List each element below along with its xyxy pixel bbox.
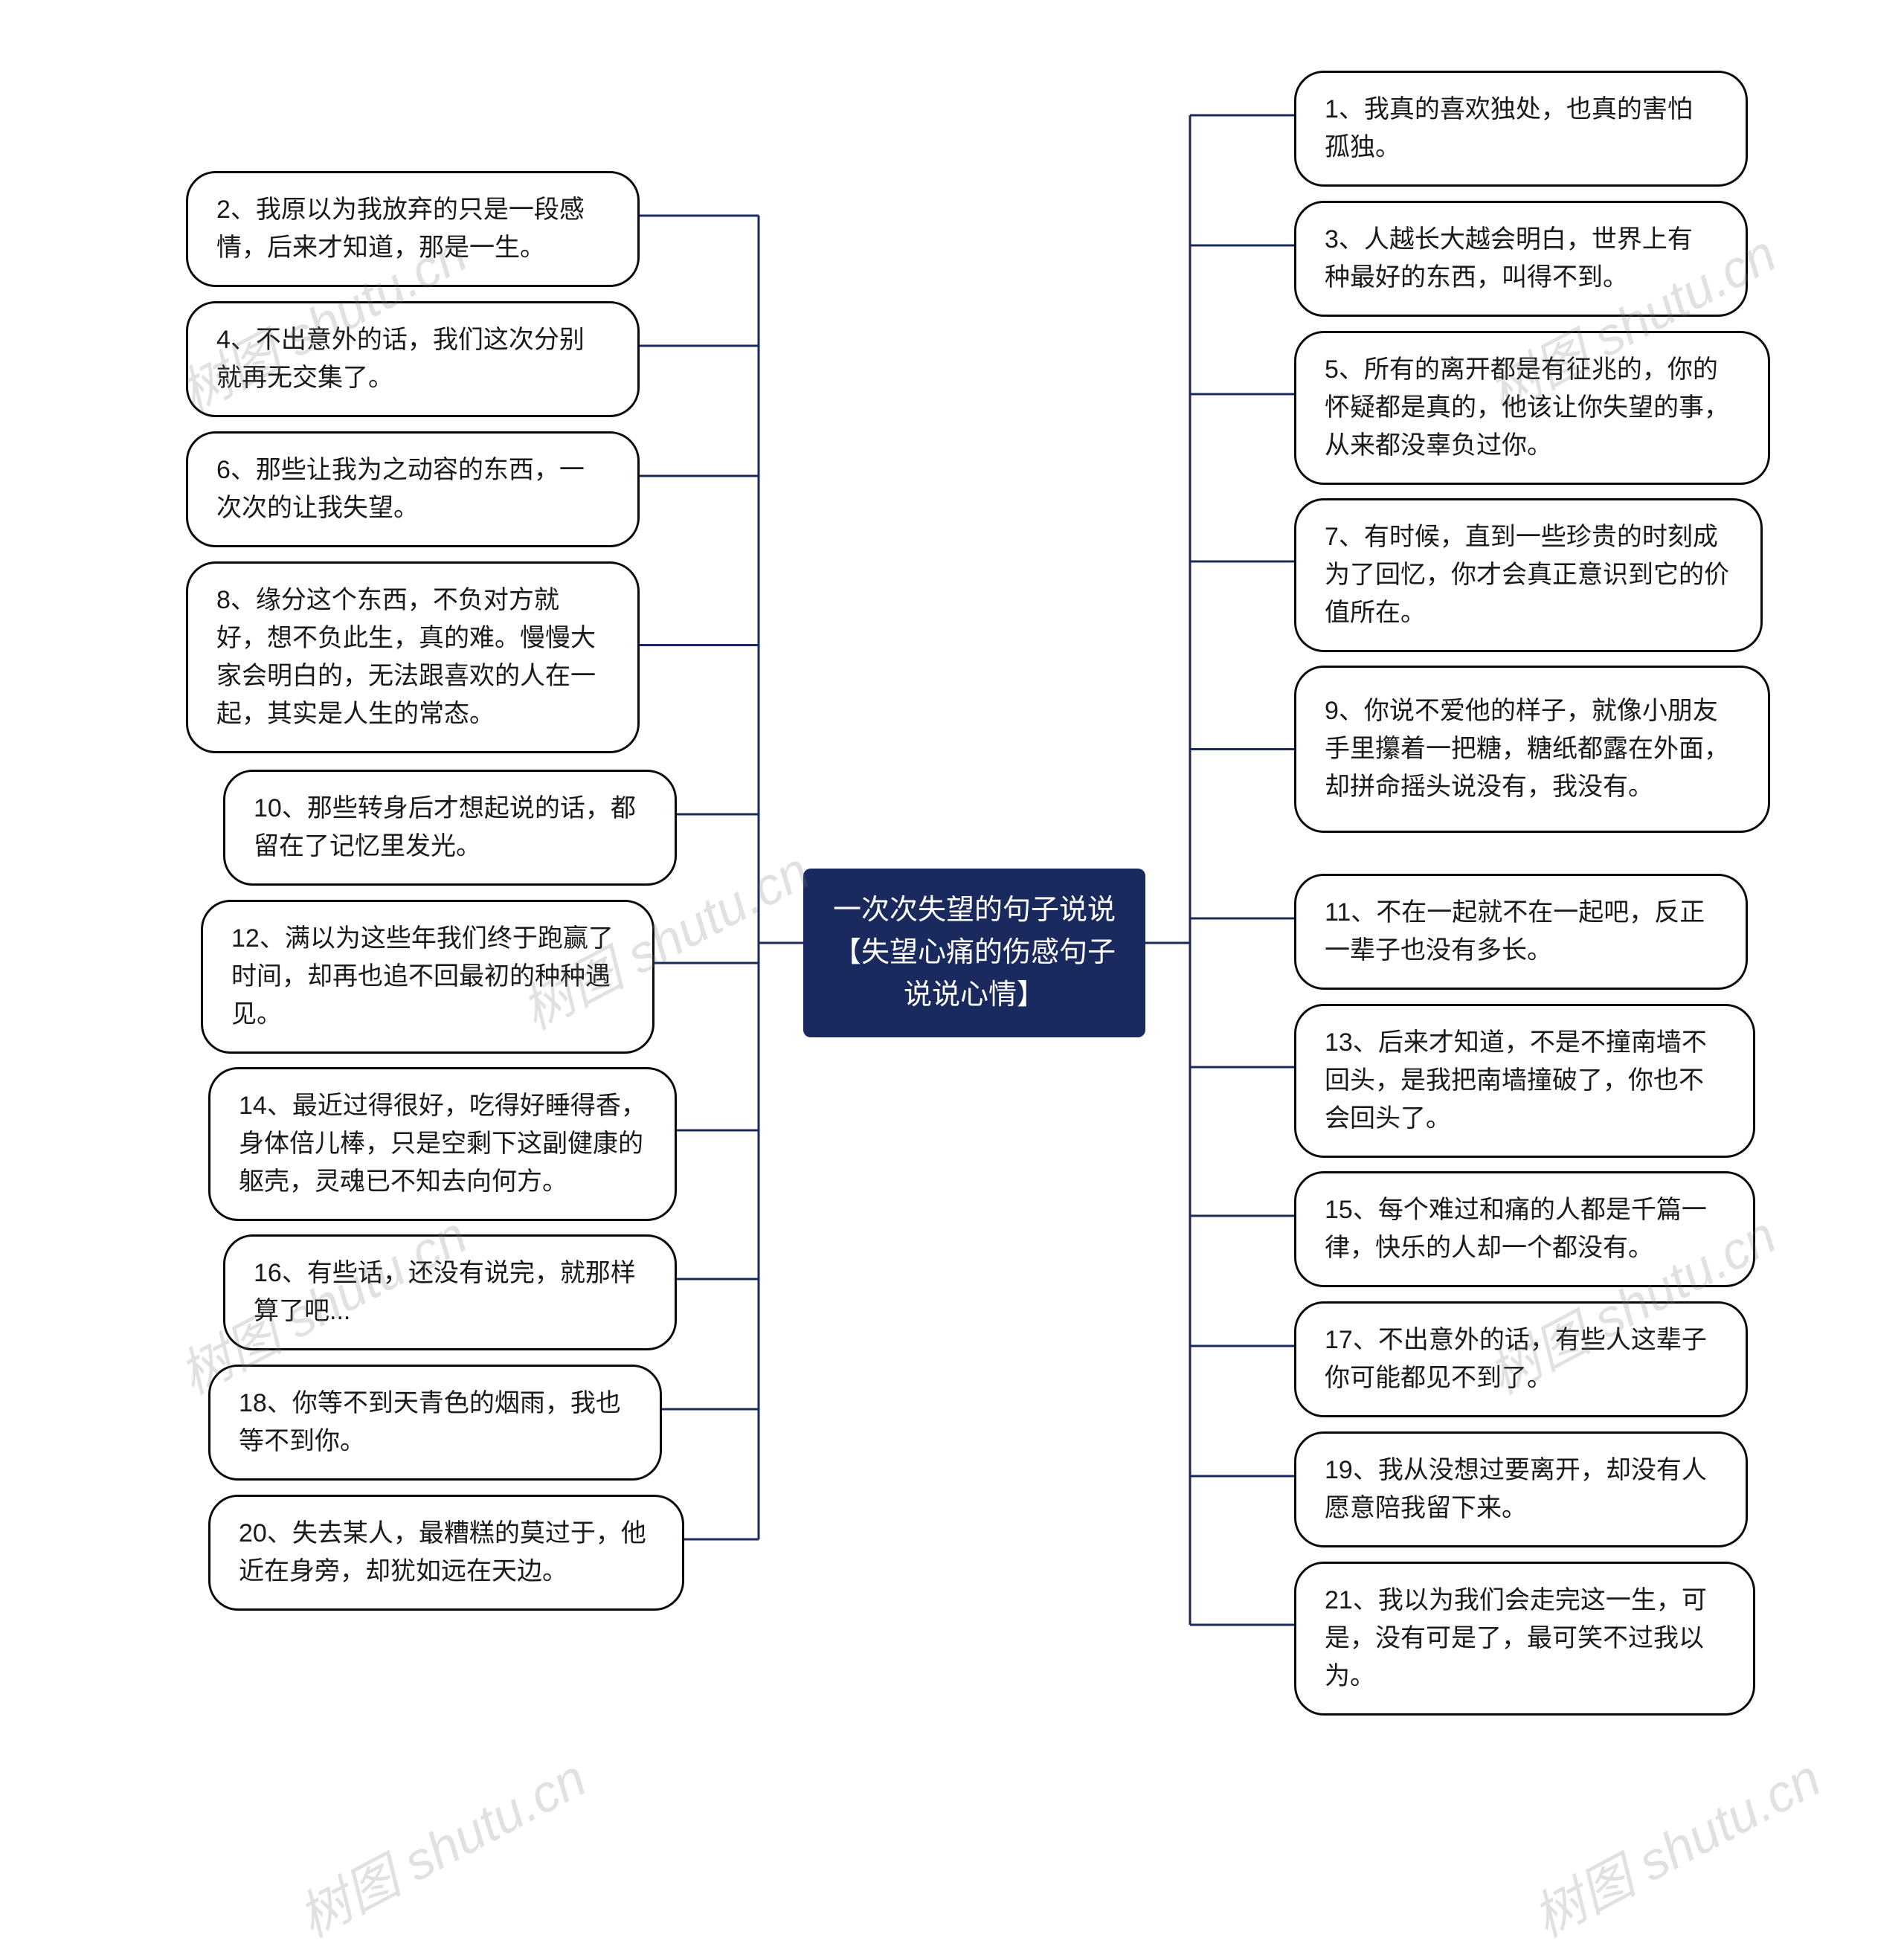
leaf-text: 6、那些让我为之动容的东西，一次次的让我失望。: [216, 451, 609, 527]
leaf-text: 18、你等不到天青色的烟雨，我也等不到你。: [239, 1385, 631, 1460]
watermark-6: 树图 shutu.cn: [1518, 1737, 1832, 1951]
right-leaf-1: 3、人越长大越会明白，世界上有种最好的东西，叫得不到。: [1294, 201, 1748, 317]
left-leaf-1: 4、不出意外的话，我们这次分别就再无交集了。: [186, 301, 640, 417]
right-leaf-4: 9、你说不爱他的样子，就像小朋友手里攥着一把糖，糖纸都露在外面，却拼命摇头说没有…: [1294, 666, 1770, 833]
center-node-text: 一次次失望的句子说说【失望心痛的伤感句子说说心情】: [827, 889, 1122, 1017]
mindmap-canvas: 一次次失望的句子说说【失望心痛的伤感句子说说心情】 2、我原以为我放弃的只是一段…: [0, 0, 1904, 1925]
right-leaf-3: 7、有时候，直到一些珍贵的时刻成为了回忆，你才会真正意识到它的价值所在。: [1294, 498, 1763, 652]
right-leaf-9: 19、我从没想过要离开，却没有人愿意陪我留下来。: [1294, 1431, 1748, 1547]
leaf-text: 10、那些转身后才想起说的话，都留在了记忆里发光。: [254, 790, 646, 866]
right-leaf-2: 5、所有的离开都是有征兆的，你的怀疑都是真的，他该让你失望的事，从来都没辜负过你…: [1294, 331, 1770, 485]
watermark-5: 树图 shutu.cn: [283, 1737, 597, 1951]
right-leaf-8: 17、不出意外的话，有些人这辈子你可能都见不到了。: [1294, 1301, 1748, 1417]
left-leaf-2: 6、那些让我为之动容的东西，一次次的让我失望。: [186, 431, 640, 547]
right-leaf-5: 11、不在一起就不在一起吧，反正一辈子也没有多长。: [1294, 874, 1748, 990]
center-node: 一次次失望的句子说说【失望心痛的伤感句子说说心情】: [803, 869, 1145, 1037]
left-leaf-4: 10、那些转身后才想起说的话，都留在了记忆里发光。: [223, 770, 677, 886]
leaf-text: 17、不出意外的话，有些人这辈子你可能都见不到了。: [1325, 1321, 1717, 1397]
left-leaf-5: 12、满以为这些年我们终于跑赢了时间，却再也追不回最初的种种遇见。: [201, 900, 654, 1054]
left-leaf-0: 2、我原以为我放弃的只是一段感情，后来才知道，那是一生。: [186, 171, 640, 287]
leaf-text: 9、你说不爱他的样子，就像小朋友手里攥着一把糖，糖纸都露在外面，却拼命摇头说没有…: [1325, 692, 1740, 806]
leaf-text: 8、缘分这个东西，不负对方就好，想不负此生，真的难。慢慢大家会明白的，无法跟喜欢…: [216, 582, 609, 733]
leaf-text: 19、我从没想过要离开，却没有人愿意陪我留下来。: [1325, 1452, 1717, 1527]
left-leaf-8: 18、你等不到天青色的烟雨，我也等不到你。: [208, 1365, 662, 1481]
left-leaf-3: 8、缘分这个东西，不负对方就好，想不负此生，真的难。慢慢大家会明白的，无法跟喜欢…: [186, 561, 640, 753]
leaf-text: 21、我以为我们会走完这一生，可是，没有可是了，最可笑不过我以为。: [1325, 1582, 1725, 1695]
right-leaf-6: 13、后来才知道，不是不撞南墙不回头，是我把南墙撞破了，你也不会回头了。: [1294, 1004, 1755, 1158]
leaf-text: 1、我真的喜欢独处，也真的害怕孤独。: [1325, 91, 1717, 167]
left-leaf-9: 20、失去某人，最糟糕的莫过于，他近在身旁，却犹如远在天边。: [208, 1495, 684, 1611]
leaf-text: 3、人越长大越会明白，世界上有种最好的东西，叫得不到。: [1325, 221, 1717, 297]
right-leaf-7: 15、每个难过和痛的人都是千篇一律，快乐的人却一个都没有。: [1294, 1171, 1755, 1287]
leaf-text: 12、满以为这些年我们终于跑赢了时间，却再也追不回最初的种种遇见。: [231, 920, 624, 1034]
leaf-text: 16、有些话，还没有说完，就那样算了吧...: [254, 1254, 646, 1330]
leaf-text: 2、我原以为我放弃的只是一段感情，后来才知道，那是一生。: [216, 191, 609, 267]
right-leaf-0: 1、我真的喜欢独处，也真的害怕孤独。: [1294, 71, 1748, 187]
left-leaf-7: 16、有些话，还没有说完，就那样算了吧...: [223, 1234, 677, 1350]
right-leaf-10: 21、我以为我们会走完这一生，可是，没有可是了，最可笑不过我以为。: [1294, 1562, 1755, 1716]
leaf-text: 15、每个难过和痛的人都是千篇一律，快乐的人却一个都没有。: [1325, 1191, 1725, 1267]
leaf-text: 13、后来才知道，不是不撞南墙不回头，是我把南墙撞破了，你也不会回头了。: [1325, 1024, 1725, 1138]
leaf-text: 20、失去某人，最糟糕的莫过于，他近在身旁，却犹如远在天边。: [239, 1515, 654, 1591]
leaf-text: 5、所有的离开都是有征兆的，你的怀疑都是真的，他该让你失望的事，从来都没辜负过你…: [1325, 351, 1740, 465]
leaf-text: 11、不在一起就不在一起吧，反正一辈子也没有多长。: [1325, 894, 1717, 970]
leaf-text: 14、最近过得很好，吃得好睡得香，身体倍儿棒，只是空剩下这副健康的躯壳，灵魂已不…: [239, 1087, 646, 1201]
leaf-text: 7、有时候，直到一些珍贵的时刻成为了回忆，你才会真正意识到它的价值所在。: [1325, 518, 1732, 632]
leaf-text: 4、不出意外的话，我们这次分别就再无交集了。: [216, 321, 609, 397]
left-leaf-6: 14、最近过得很好，吃得好睡得香，身体倍儿棒，只是空剩下这副健康的躯壳，灵魂已不…: [208, 1067, 677, 1221]
